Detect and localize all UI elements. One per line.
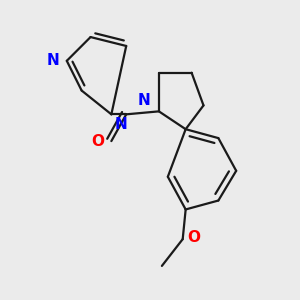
Text: N: N	[137, 93, 150, 108]
Text: O: O	[91, 134, 104, 148]
Text: O: O	[187, 230, 200, 245]
Text: N: N	[114, 117, 127, 132]
Text: N: N	[46, 53, 59, 68]
